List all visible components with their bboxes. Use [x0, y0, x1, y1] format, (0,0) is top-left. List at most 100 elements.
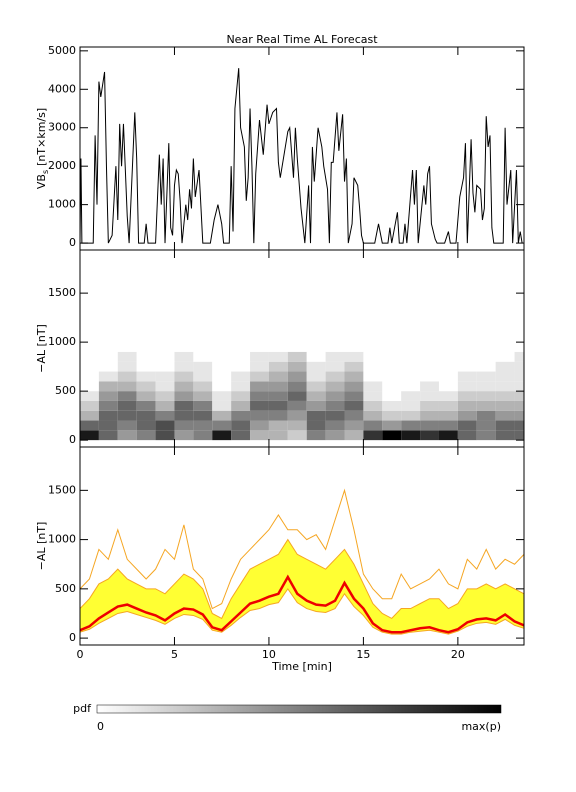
pdf-cell: [193, 400, 213, 411]
pdf-cell: [231, 410, 251, 421]
pdf-cell: [98, 400, 118, 411]
pdf-cell: [98, 371, 118, 382]
pdf-cell: [306, 361, 326, 372]
pdf-cell: [457, 391, 477, 401]
pdf-cell: [495, 400, 515, 411]
pdf-cell: [287, 371, 307, 382]
pdf-cell: [363, 430, 383, 441]
y-tick-label: 0: [69, 236, 76, 249]
pdf-cell: [250, 391, 269, 401]
pdf-cell: [382, 361, 402, 372]
pdf-cell: [268, 430, 288, 441]
pdf-cell: [193, 371, 213, 382]
plot-area: [80, 68, 523, 244]
pdf-cell: [80, 361, 99, 372]
pdf-cell: [174, 391, 194, 401]
pdf-cell: [136, 351, 156, 362]
pdf-cell: [80, 430, 99, 441]
pdf-cell: [438, 391, 458, 401]
pdf-cell: [325, 381, 345, 392]
pdf-cell: [457, 420, 477, 431]
pdf-cell: [268, 371, 288, 382]
pdf-cell: [231, 430, 251, 441]
pdf-cell: [155, 371, 175, 382]
pdf-cell: [80, 381, 99, 392]
pdf-cell: [476, 361, 496, 372]
pdf-cell: [212, 371, 232, 382]
pdf-cell: [250, 420, 269, 431]
pdf-cell: [325, 351, 345, 362]
pdf-cell: [136, 391, 156, 401]
pdf-cell: [457, 361, 477, 372]
pdf-cell: [325, 391, 345, 401]
pdf-cell: [514, 391, 524, 401]
axes-frame: [79, 446, 525, 646]
pdf-cell: [382, 391, 402, 401]
pdf-cell: [193, 391, 213, 401]
pdf-cell: [117, 361, 137, 372]
pdf-cell: [344, 361, 364, 372]
pdf-cell: [136, 420, 156, 431]
pdf-cell: [287, 400, 307, 411]
forecast-line: [80, 488, 524, 610]
pdf-cell: [155, 420, 175, 431]
pdf-cell: [268, 410, 288, 421]
pdf-cell: [344, 410, 364, 421]
pdf-cell: [401, 420, 421, 431]
pdf-cell: [363, 361, 383, 372]
pdf-cell: [325, 430, 345, 441]
pdf-cell: [268, 361, 288, 372]
pdf-cell: [476, 430, 496, 441]
pdf-cell: [287, 381, 307, 392]
pdf-cell: [306, 381, 326, 392]
pdf-cell: [325, 361, 345, 372]
pdf-cell: [344, 400, 364, 411]
pdf-cell: [306, 400, 326, 411]
pdf-cell: [193, 430, 213, 441]
pdf-cell: [457, 381, 477, 392]
pdf-cell: [212, 430, 232, 441]
colorbar: [96, 704, 502, 714]
pdf-cell: [382, 400, 402, 411]
pdf-cell: [98, 420, 118, 431]
pdf-cell: [420, 381, 439, 392]
pdf-cell: [212, 391, 232, 401]
pdf-cell: [476, 371, 496, 382]
pdf-cell: [174, 371, 194, 382]
pdf-cell: [382, 430, 402, 441]
pdf-cell: [80, 410, 99, 421]
pdf-cell: [420, 391, 439, 401]
pdf-cell: [155, 410, 175, 421]
pdf-cell: [514, 400, 524, 411]
pdf-cell: [174, 361, 194, 372]
pdf-cell: [325, 410, 345, 421]
pdf-cell: [420, 361, 439, 372]
pdf-cell: [495, 391, 515, 401]
pdf-cell: [155, 361, 175, 372]
pdf-cell: [344, 391, 364, 401]
pdf-cell: [438, 371, 458, 382]
pdf-cell: [231, 351, 251, 362]
pdf-cell: [136, 400, 156, 411]
pdf-cell: [250, 371, 269, 382]
pdf-cell: [495, 430, 515, 441]
x-tick-label: 0: [77, 648, 84, 661]
pdf-cell: [155, 351, 175, 362]
pdf-cell: [457, 430, 477, 441]
x-tick-label: 10: [262, 648, 276, 661]
y-tick-label: 500: [55, 384, 76, 397]
pdf-cell: [268, 420, 288, 431]
pdf-cell: [401, 351, 421, 362]
x-tick-label: 20: [451, 648, 465, 661]
pdf-cell: [287, 420, 307, 431]
pdf-cell: [174, 351, 194, 362]
pdf-cell: [155, 381, 175, 392]
pdf-cell: [457, 371, 477, 382]
pdf-cell: [420, 420, 439, 431]
y-axis-label: −AL [nT]: [35, 324, 48, 373]
y-tick-label: 3000: [48, 121, 76, 134]
pdf-cell: [457, 351, 477, 362]
pdf-cell: [438, 410, 458, 421]
pdf-cell: [344, 430, 364, 441]
chart-title: Near Real Time AL Forecast: [226, 33, 378, 46]
